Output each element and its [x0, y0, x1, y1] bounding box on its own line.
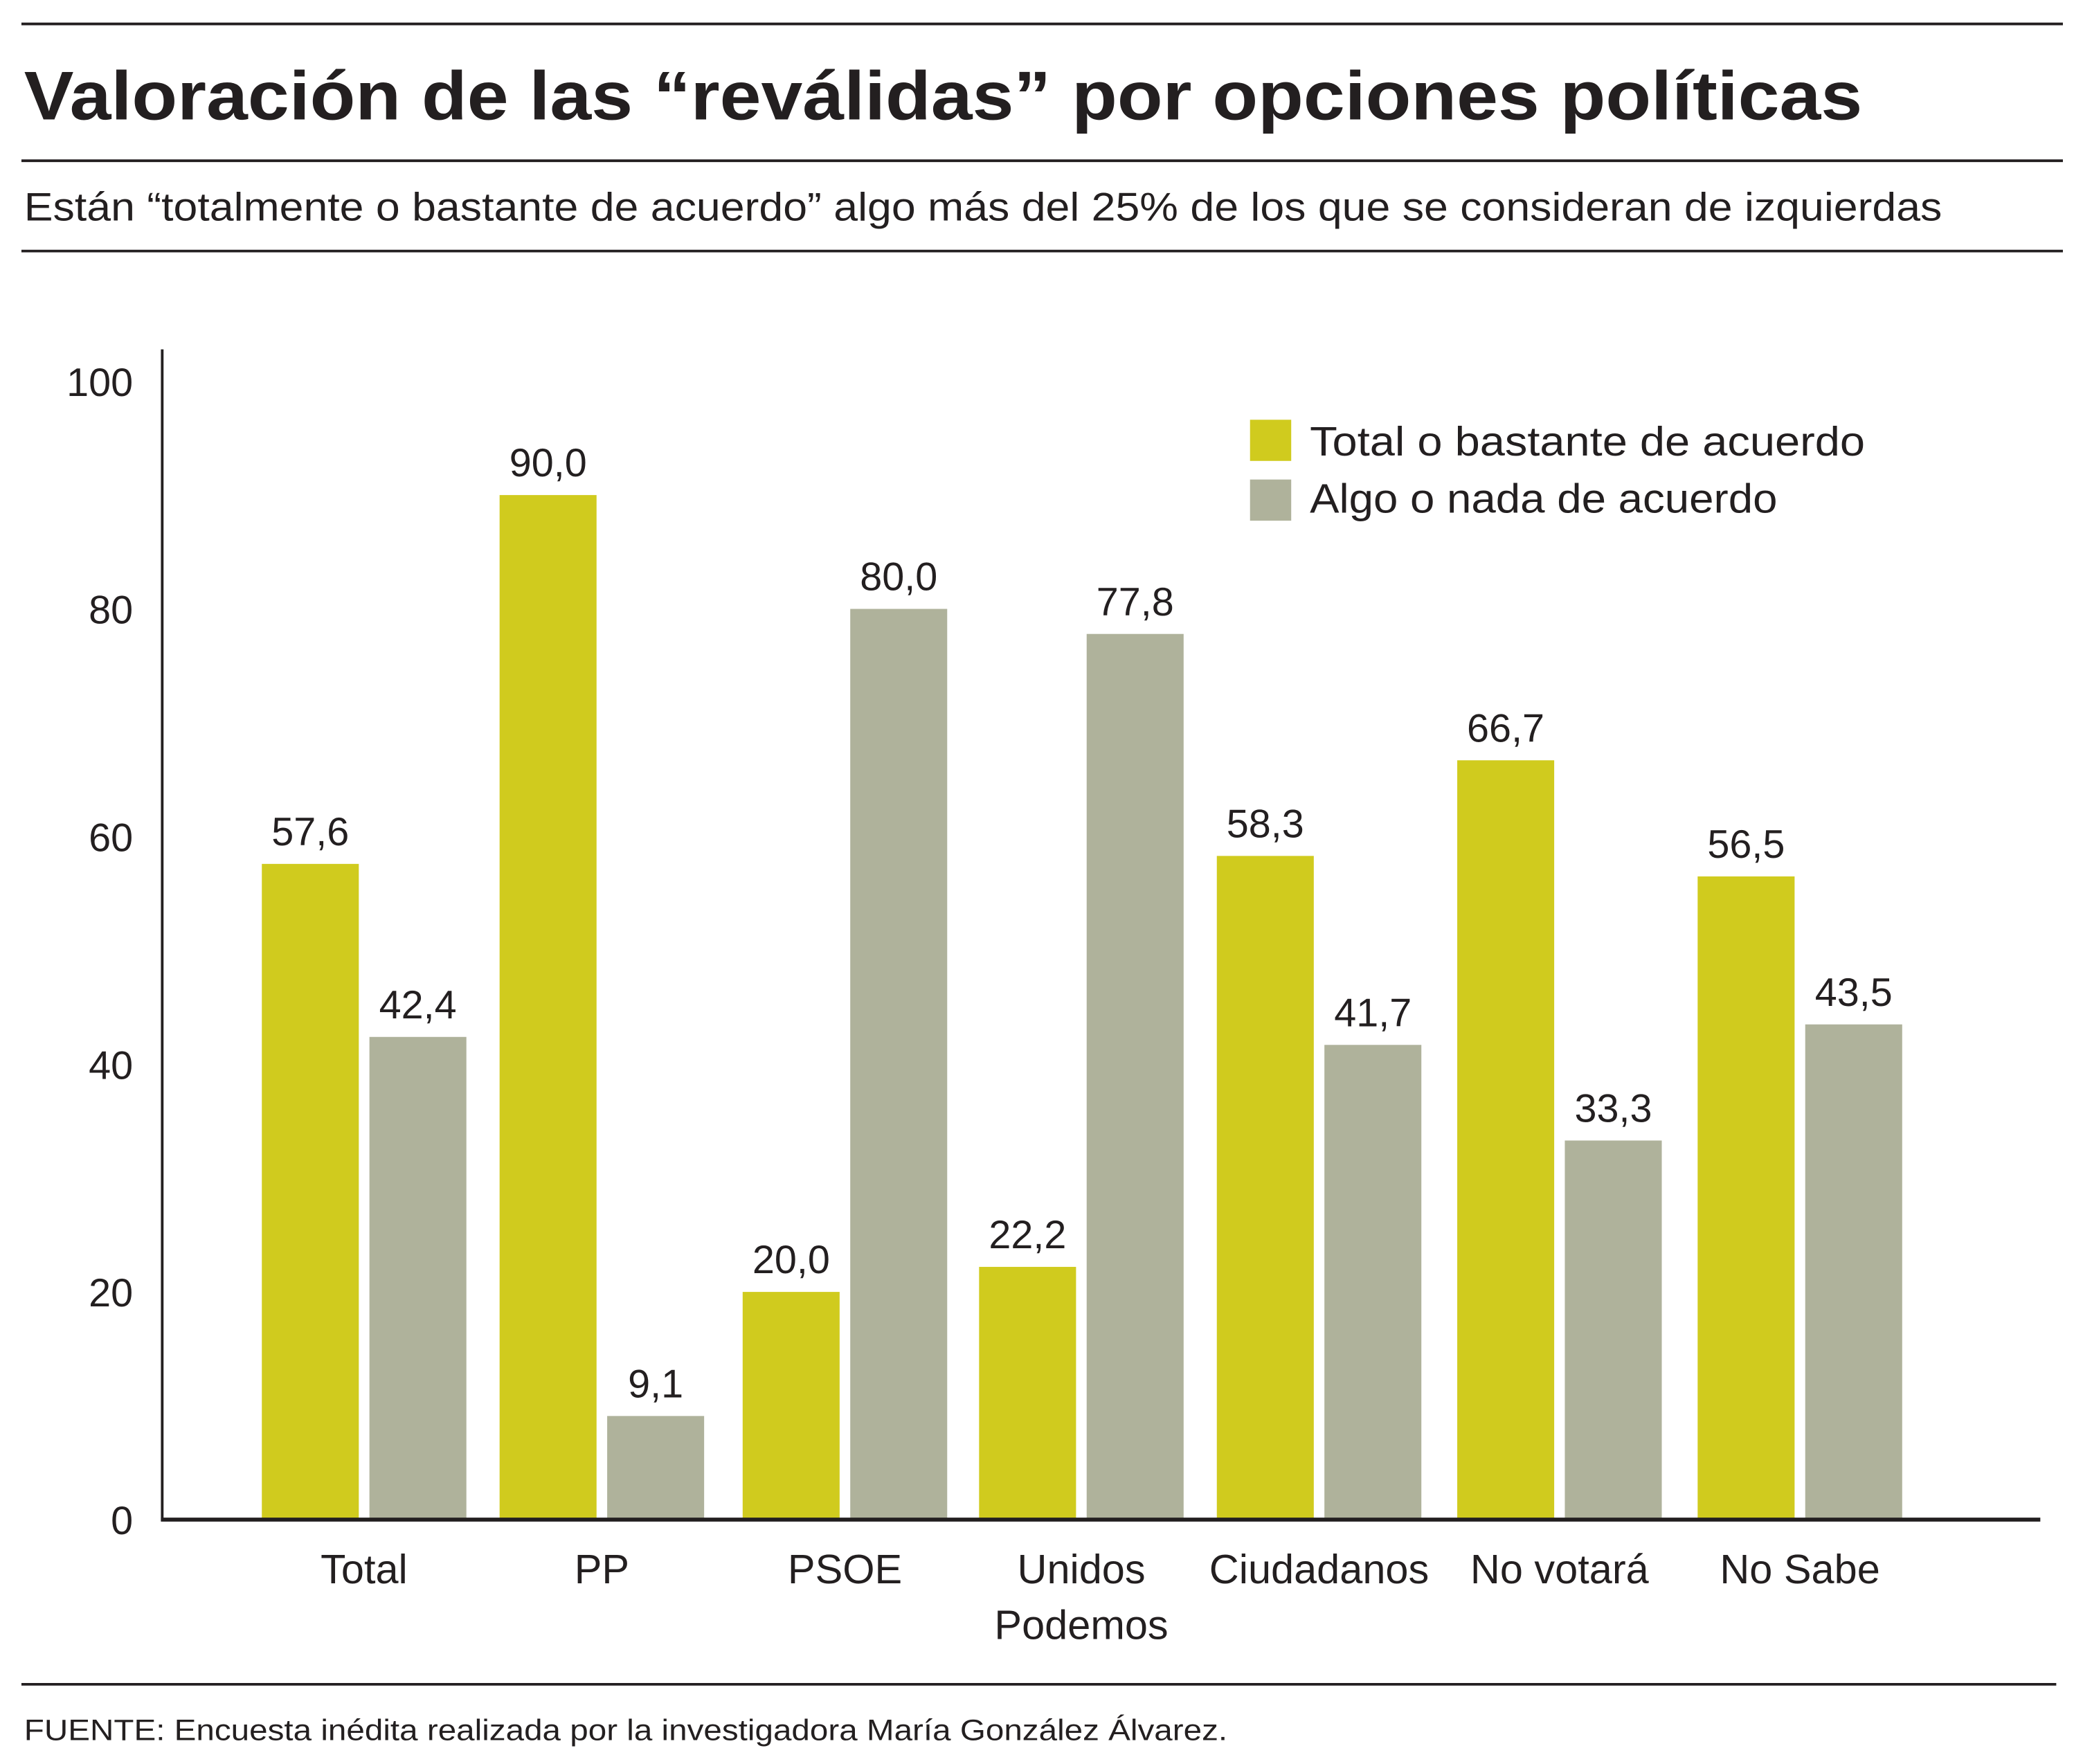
y-tick-label: 0: [111, 1499, 133, 1543]
legend-label-disagree: Algo o nada de acuerdo: [1310, 476, 1777, 522]
data-label: 90,0: [510, 441, 587, 485]
legend-label-agree: Total o bastante de acuerdo: [1310, 418, 1865, 465]
y-tick-label: 80: [89, 588, 133, 633]
value-labels: 57,6 90,0 20,0 22,2 58,3 66,7 56,5 42,4 9,1 80,0 7…: [271, 441, 1893, 1406]
category-label: Total: [321, 1546, 408, 1592]
data-label: 57,6: [271, 810, 349, 854]
data-label: 41,7: [1334, 991, 1412, 1035]
category-label: No votará: [1470, 1546, 1650, 1592]
bar: [1216, 856, 1314, 1520]
data-label: 56,5: [1707, 822, 1785, 867]
data-label: 20,0: [752, 1238, 830, 1282]
legend-swatch-agree: [1250, 420, 1292, 461]
data-label: 80,0: [860, 555, 937, 600]
data-label: 43,5: [1815, 971, 1893, 1015]
bar: [1457, 760, 1555, 1520]
category-label: Podemos: [994, 1602, 1168, 1648]
y-axis-ticks: 0 20 40 60 80 100: [66, 361, 133, 1543]
data-label: 42,4: [379, 983, 457, 1027]
bar: [369, 1036, 467, 1520]
legend: Total o bastante de acuerdo Algo o nada …: [1250, 418, 1865, 522]
bars: [262, 495, 1902, 1520]
chart-subtitle: Están “totalmente o bastante de acuerdo”…: [24, 185, 1942, 229]
bar: [1564, 1140, 1662, 1520]
y-tick-label: 40: [89, 1043, 133, 1088]
category-label: PP: [575, 1546, 629, 1592]
data-label: 58,3: [1227, 802, 1304, 846]
bar: [262, 863, 359, 1520]
y-tick-label: 20: [89, 1271, 133, 1315]
data-label: 9,1: [628, 1362, 683, 1406]
source-note: FUENTE: Encuesta inédita realizada por l…: [24, 1713, 1227, 1746]
bar: [850, 609, 948, 1520]
bar: [607, 1416, 705, 1520]
bar: [1324, 1045, 1422, 1520]
bar: [1086, 633, 1184, 1520]
data-label: 33,3: [1574, 1087, 1652, 1131]
data-label: 22,2: [989, 1213, 1066, 1257]
chart-title: Valoración de las “reválidas” por opcion…: [24, 58, 1862, 135]
bar: [1697, 876, 1795, 1520]
legend-swatch-disagree: [1250, 479, 1292, 521]
category-label: No Sabe: [1720, 1546, 1879, 1592]
data-label: 77,8: [1097, 580, 1174, 624]
x-axis-labels: Total PP PSOE Unidos Podemos Ciudadanos No vot…: [321, 1546, 1880, 1648]
bar: [1805, 1024, 1902, 1520]
category-label: PSOE: [788, 1546, 902, 1592]
y-tick-label: 100: [66, 361, 133, 405]
data-label: 66,7: [1467, 706, 1544, 750]
bar: [742, 1292, 840, 1520]
category-label: Unidos: [1017, 1546, 1145, 1592]
bar: [979, 1266, 1076, 1520]
y-tick-label: 60: [89, 816, 133, 860]
category-label: Ciudadanos: [1209, 1546, 1429, 1592]
bar: [499, 495, 597, 1520]
